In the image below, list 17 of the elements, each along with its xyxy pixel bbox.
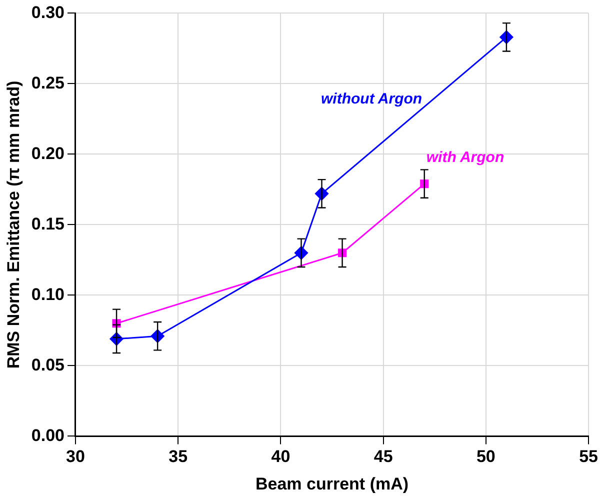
y-tick-label: 0.25 — [31, 73, 64, 92]
x-tick-label: 45 — [374, 447, 393, 466]
x-tick-label: 55 — [579, 447, 598, 466]
y-tick-label: 0.05 — [31, 355, 64, 374]
x-tick-label: 30 — [66, 447, 85, 466]
y-tick-label: 0.20 — [31, 144, 64, 163]
x-tick-label: 35 — [168, 447, 188, 466]
y-tick-label: 0.15 — [31, 214, 64, 234]
x-tick-label: 40 — [271, 447, 290, 466]
x-tick-label: 50 — [476, 447, 496, 466]
x-axis-title: Beam current (mA) — [255, 474, 409, 494]
y-tick-label: 0.30 — [31, 2, 64, 22]
series-label: without Argon — [321, 90, 422, 108]
y-axis-title: RMS Norm. Emittance (π mm mrad) — [4, 80, 23, 369]
series-label: with Argon — [426, 148, 504, 166]
y-tick-label: 0.00 — [31, 426, 64, 445]
y-tick-label: 0.10 — [31, 284, 64, 304]
